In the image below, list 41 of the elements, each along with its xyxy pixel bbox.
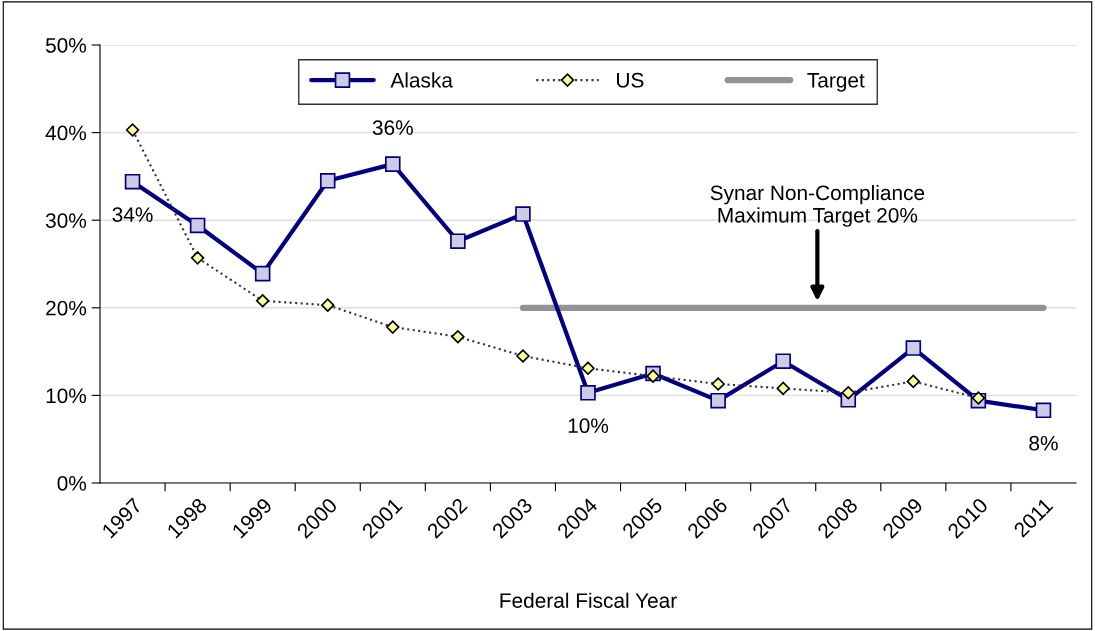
point [906,374,921,389]
point [386,320,400,334]
point [254,265,271,282]
y-tick-label: 30% [45,213,87,228]
legend-label: US [617,72,644,88]
point [516,349,530,363]
y-tick-label: 40% [45,125,87,141]
legend-label: Target [807,73,865,92]
point [319,173,336,189]
point [451,329,465,344]
point [190,251,205,265]
point [776,381,790,396]
annotation: Synar Non-Compliance Maximum Target 20% [710,184,925,227]
y-tick-label: 50% [45,38,87,53]
y-tick-label: 10% [46,388,87,404]
data-label: 10% [568,418,609,434]
x-axis-title: Federal Fiscal Year [500,592,677,608]
point [321,298,335,312]
point [450,233,466,250]
data-label: 34% [112,207,153,222]
data-label: 8% [1029,435,1058,451]
y-tick-label: 20% [46,300,87,316]
point [711,377,725,391]
y-tick-label: 0% [57,476,87,491]
data-label: 36% [372,120,413,136]
point [581,361,595,375]
point [841,386,855,400]
point [710,392,726,409]
point [646,369,660,383]
point [255,294,270,308]
point [189,217,206,234]
point [775,353,791,370]
legend-label: Alaska [390,72,453,88]
point [125,123,140,137]
point [580,384,596,401]
point [905,340,922,356]
point [124,173,141,190]
point [971,391,986,405]
point [1035,402,1052,419]
point [515,206,531,222]
point [385,156,401,172]
